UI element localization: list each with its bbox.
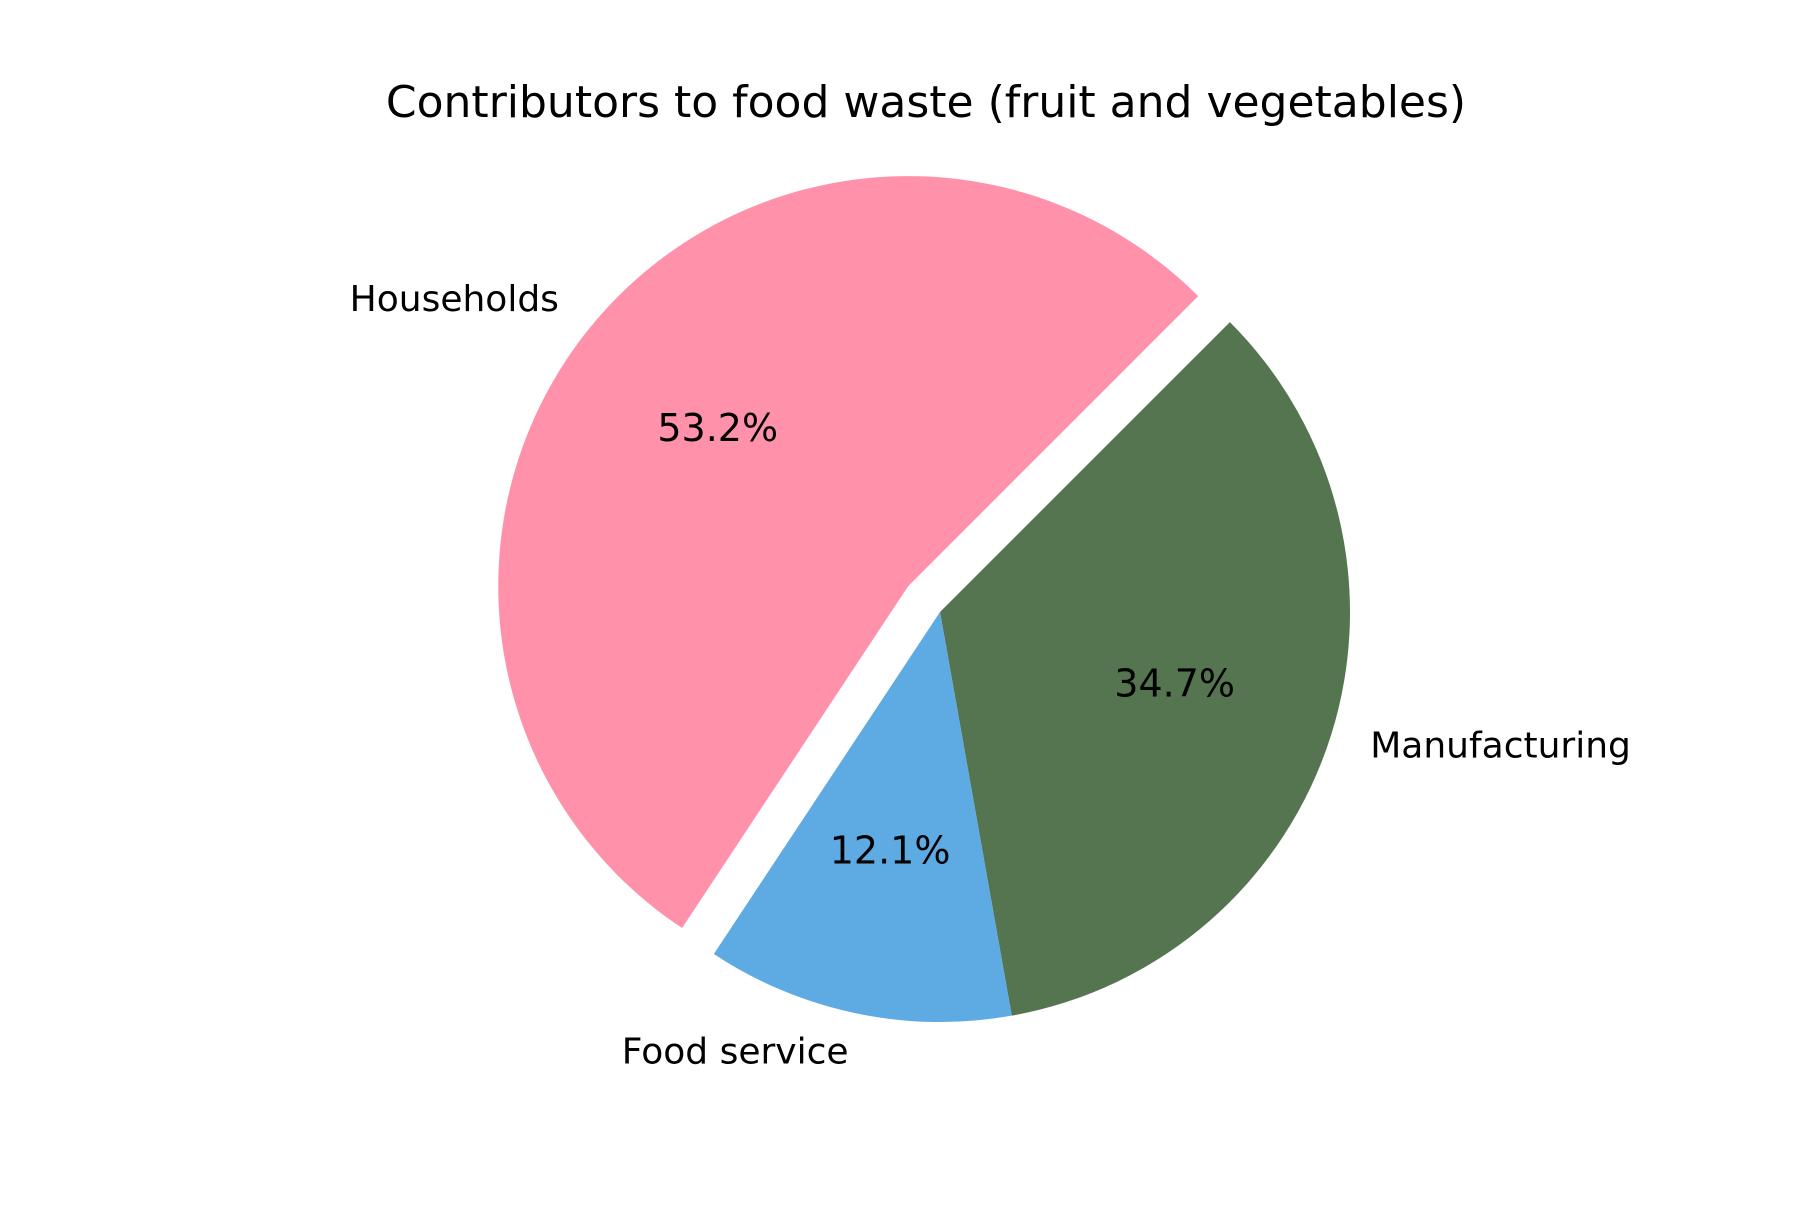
slice-label-manufacturing: Manufacturing	[1370, 725, 1631, 766]
pie-slice-food-service	[713, 612, 1012, 1022]
pct-label-manufacturing: 34.7%	[1114, 661, 1235, 705]
pct-label-households: 53.2%	[657, 406, 778, 450]
slice-label-food-service: Food service	[622, 1032, 849, 1073]
slice-label-households: Households	[350, 279, 559, 320]
pie-slice-manufacturing	[940, 322, 1350, 1016]
pie-slice-households	[498, 176, 1199, 929]
chart-title: Contributors to food waste (fruit and ve…	[386, 77, 1466, 128]
pie-labels: Manufacturing 34.7% Food service 12.1% House…	[350, 279, 1631, 1073]
pct-label-food-service: 12.1%	[830, 828, 951, 872]
pie-slices	[498, 176, 1350, 1022]
